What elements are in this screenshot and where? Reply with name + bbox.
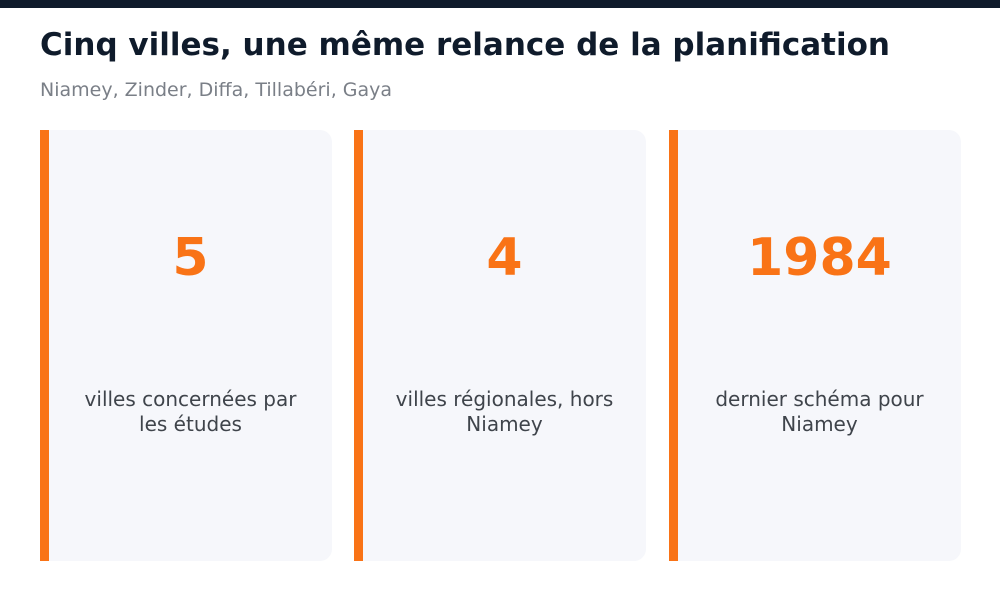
stat-value: 1984 [747, 228, 892, 288]
page-title: Cinq villes, une même relance de la plan… [40, 27, 890, 63]
stat-label: dernier schéma pour Niamey [715, 387, 924, 436]
stat-label: villes régionales, hors Niamey [395, 387, 614, 436]
stat-value: 4 [486, 228, 523, 288]
stat-card-last-plan: 1984 dernier schéma pour Niamey [669, 130, 961, 561]
card-accent-bar [669, 130, 678, 561]
stat-card-cities: 5 villes concernées par les études [40, 130, 332, 561]
stat-card-regional-cities: 4 villes régionales, hors Niamey [354, 130, 646, 561]
card-accent-bar [40, 130, 49, 561]
page-subtitle: Niamey, Zinder, Diffa, Tillabéri, Gaya [40, 79, 393, 101]
card-accent-bar [354, 130, 363, 561]
top-bar [0, 0, 1000, 8]
stat-label: villes concernées par les études [84, 387, 297, 436]
stat-value: 5 [172, 228, 209, 288]
